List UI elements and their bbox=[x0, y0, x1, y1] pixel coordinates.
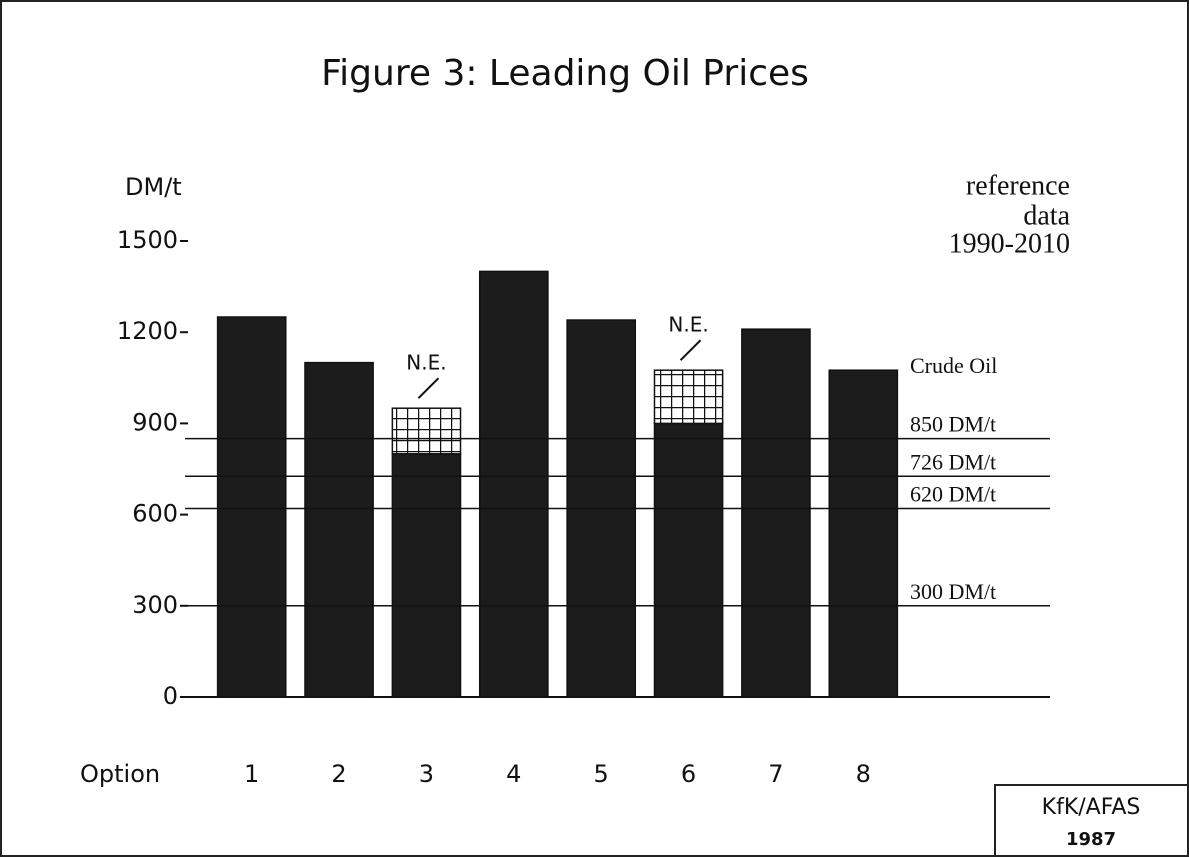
bar bbox=[741, 328, 811, 698]
bar bbox=[653, 369, 724, 425]
x-tick-label: 7 bbox=[768, 760, 783, 788]
chart-title: Figure 3: Leading Oil Prices bbox=[321, 53, 809, 94]
y-axis-label: DM/t bbox=[125, 173, 182, 201]
reference-label: 850 DM/t bbox=[910, 412, 996, 437]
reference-label: 300 DM/t bbox=[910, 579, 996, 604]
x-tick-label: 8 bbox=[856, 760, 871, 788]
note: 1990-2010 bbox=[949, 228, 1070, 259]
x-tick-label: 1 bbox=[244, 760, 259, 788]
y-tick-label: 1200 bbox=[117, 317, 178, 345]
x-tick-label: 3 bbox=[419, 760, 434, 788]
stamp: 1987 bbox=[1066, 829, 1116, 850]
y-tick-label: 600 bbox=[132, 500, 178, 528]
series-annotation: N.E. bbox=[406, 351, 446, 375]
bar bbox=[653, 422, 724, 698]
x-axis-label: Option bbox=[80, 760, 160, 788]
x-tick-label: 6 bbox=[681, 760, 696, 788]
bar bbox=[391, 453, 462, 698]
stamp: KfK/AFAS bbox=[1042, 795, 1141, 820]
y-tick-label: 0 bbox=[163, 682, 178, 710]
y-tick-label: 1500 bbox=[117, 226, 178, 254]
x-tick-label: 5 bbox=[594, 760, 609, 788]
stamp-box bbox=[994, 784, 1189, 857]
annotation-arrow bbox=[679, 339, 702, 361]
bar bbox=[828, 369, 899, 698]
bar bbox=[391, 407, 462, 455]
bar bbox=[216, 316, 287, 698]
bar bbox=[304, 361, 374, 698]
series-annotation: N.E. bbox=[668, 313, 708, 337]
x-tick-label: 2 bbox=[331, 760, 346, 788]
y-tick-label: 300 bbox=[132, 591, 178, 619]
y-tick-label: 900 bbox=[132, 408, 178, 436]
reference-title: Crude Oil bbox=[910, 353, 997, 378]
bar bbox=[478, 270, 549, 698]
note: data bbox=[1023, 200, 1070, 231]
reference-label: 620 DM/t bbox=[910, 482, 996, 507]
note: reference bbox=[966, 170, 1070, 201]
reference-label: 726 DM/t bbox=[910, 449, 996, 474]
annotation-arrow bbox=[417, 377, 440, 399]
x-tick-label: 4 bbox=[506, 760, 521, 788]
